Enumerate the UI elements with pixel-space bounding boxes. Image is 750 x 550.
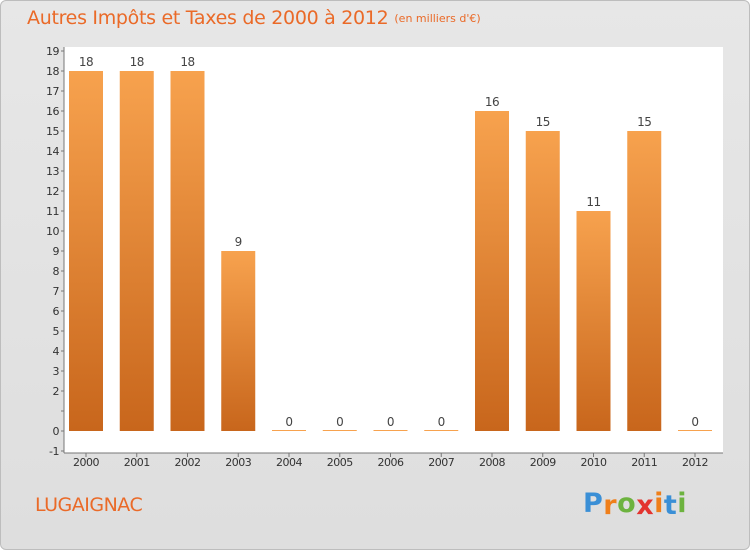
chart-title: Autres Impôts et Taxes de 2000 à 2012 (en… (27, 7, 481, 29)
logo-letter: x (636, 490, 655, 521)
x-tick-label-2008: 2008 (479, 456, 505, 469)
x-tick-label-2000: 2000 (73, 456, 99, 469)
bar-2005 (322, 430, 357, 431)
data-label-2010: 11 (586, 195, 600, 209)
data-label-2012: 0 (691, 415, 698, 429)
x-tick-label-2005: 2005 (327, 456, 353, 469)
data-label-2002: 18 (180, 55, 194, 69)
bar-2010 (576, 211, 611, 431)
bar-2001 (119, 71, 154, 431)
y-tick-label: 13 (46, 165, 59, 178)
x-tick-label-2007: 2007 (428, 456, 454, 469)
bar-2004 (272, 430, 306, 431)
y-tick-label: 16 (46, 105, 59, 118)
bar-2008 (475, 111, 509, 431)
bar-2011 (627, 131, 662, 431)
y-tick-label: 18 (46, 65, 59, 78)
logo-letter: r (603, 490, 618, 521)
data-label-2004: 0 (285, 415, 292, 429)
data-label-2001: 18 (130, 55, 144, 69)
y-tick-label: 9 (53, 245, 60, 258)
x-tick-label-2003: 2003 (225, 456, 251, 469)
logo-letter: P (583, 488, 604, 519)
y-tick-label: 17 (46, 85, 59, 98)
data-label-2009: 15 (536, 115, 550, 129)
x-tick-label-2002: 2002 (175, 456, 201, 469)
x-tick-label-2004: 2004 (276, 456, 302, 469)
logo-letter: t (663, 490, 678, 521)
y-tick-label: 19 (46, 45, 59, 58)
x-tick-label-2006: 2006 (378, 456, 404, 469)
chart-title-unit: (en milliers d'€) (394, 12, 481, 25)
y-tick-label: 12 (46, 185, 59, 198)
chart-title-main: Autres Impôts et Taxes de 2000 à 2012 (27, 7, 389, 29)
y-tick-label: 10 (46, 225, 59, 238)
data-label-2005: 0 (336, 415, 343, 429)
logo-letter: o (617, 488, 637, 519)
proxiti-logo: Proxiti (583, 488, 688, 521)
y-tick-label: 2 (53, 385, 60, 398)
bar-2009 (525, 131, 560, 431)
x-tick-label-2010: 2010 (581, 456, 607, 469)
data-label-2006: 0 (387, 415, 394, 429)
y-tick-label: 3 (53, 365, 60, 378)
bar-2012 (678, 430, 712, 431)
data-label-2000: 18 (79, 55, 93, 69)
bar-2006 (373, 430, 408, 431)
y-tick-label: 8 (53, 265, 60, 278)
y-tick-label: 0 (53, 425, 60, 438)
bar-2002 (170, 71, 205, 431)
logo-letter: i (677, 488, 688, 519)
bar-2000 (69, 71, 103, 431)
x-tick-label-2012: 2012 (682, 456, 708, 469)
y-tick-label: 5 (53, 325, 60, 338)
y-tick-label: 15 (46, 125, 59, 138)
logo-letter: i (654, 488, 664, 519)
data-label-2007: 0 (438, 415, 445, 429)
y-tick-label: 4 (53, 345, 60, 358)
plot-area (64, 47, 723, 453)
y-tick-label: 14 (46, 145, 59, 158)
y-tick-label: -1 (49, 445, 59, 458)
bar-2003 (221, 251, 256, 431)
y-tick-label: 6 (53, 305, 60, 318)
bar-2007 (424, 430, 459, 431)
data-label-2008: 16 (485, 95, 499, 109)
y-tick-label: 11 (46, 205, 59, 218)
x-tick-label-2011: 2011 (631, 456, 657, 469)
x-tick-label-2001: 2001 (124, 456, 150, 469)
data-label-2011: 15 (637, 115, 651, 129)
x-tick-label-2009: 2009 (530, 456, 556, 469)
commune-name: LUGAIGNAC (35, 494, 143, 516)
y-tick-label: 7 (53, 285, 60, 298)
data-label-2003: 9 (235, 235, 242, 249)
